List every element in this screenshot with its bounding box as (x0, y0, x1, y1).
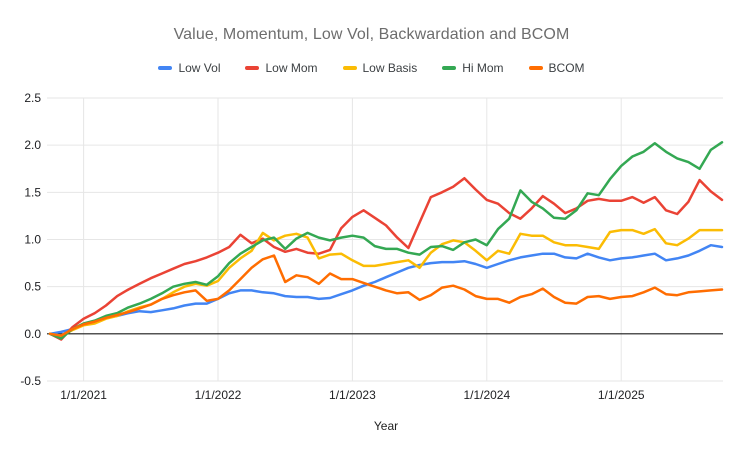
bcom-series-swatch-icon (528, 66, 543, 70)
low-vol-series-swatch-icon (158, 66, 173, 70)
x-axis-title: Year (373, 419, 399, 433)
y-tick-label: 1.0 (24, 233, 41, 247)
legend-label: Low Vol (178, 61, 221, 75)
y-tick-label: 0.0 (24, 327, 41, 341)
low-mom-series-swatch-icon (245, 66, 260, 70)
x-tick-label: 1/1/2021 (60, 388, 107, 402)
legend-label: BCOM (548, 61, 585, 75)
legend-item-hi-mom[interactable]: Hi Mom (442, 61, 504, 75)
legend-item-low-basis[interactable]: Low Basis (342, 61, 418, 75)
legend-item-low-mom[interactable]: Low Mom (245, 61, 318, 75)
legend-label: Hi Mom (462, 61, 504, 75)
series-line-bcom[interactable] (48, 254, 724, 337)
chart-legend: Low Vol Low Mom Low Basis Hi Mom BCOM (0, 61, 743, 75)
y-tick-label: 2.5 (24, 91, 41, 105)
y-tick-label: 2.0 (24, 138, 41, 152)
y-tick-label: -0.5 (20, 374, 41, 388)
plot-area[interactable] (50, 98, 722, 381)
legend-item-bcom[interactable]: BCOM (528, 61, 585, 75)
chart-title: Value, Momentum, Low Vol, Backwardation … (173, 26, 570, 43)
series-line-low-vol[interactable] (48, 243, 724, 336)
x-tick-label: 1/1/2025 (598, 388, 645, 402)
series-line-low-mom[interactable] (48, 176, 724, 341)
x-tick-label: 1/1/2022 (195, 388, 242, 402)
x-tick-label: 1/1/2023 (329, 388, 376, 402)
y-tick-label: 0.5 (24, 280, 41, 294)
low-basis-series-swatch-icon (342, 66, 357, 70)
legend-label: Low Basis (362, 61, 418, 75)
hi-mom-series-swatch-icon (442, 66, 457, 70)
series-line-hi-mom[interactable] (48, 141, 724, 340)
legend-label: Low Mom (265, 61, 318, 75)
legend-item-low-vol[interactable]: Low Vol (158, 61, 220, 75)
x-tick-label: 1/1/2024 (463, 388, 510, 402)
y-tick-label: 1.5 (24, 185, 41, 199)
